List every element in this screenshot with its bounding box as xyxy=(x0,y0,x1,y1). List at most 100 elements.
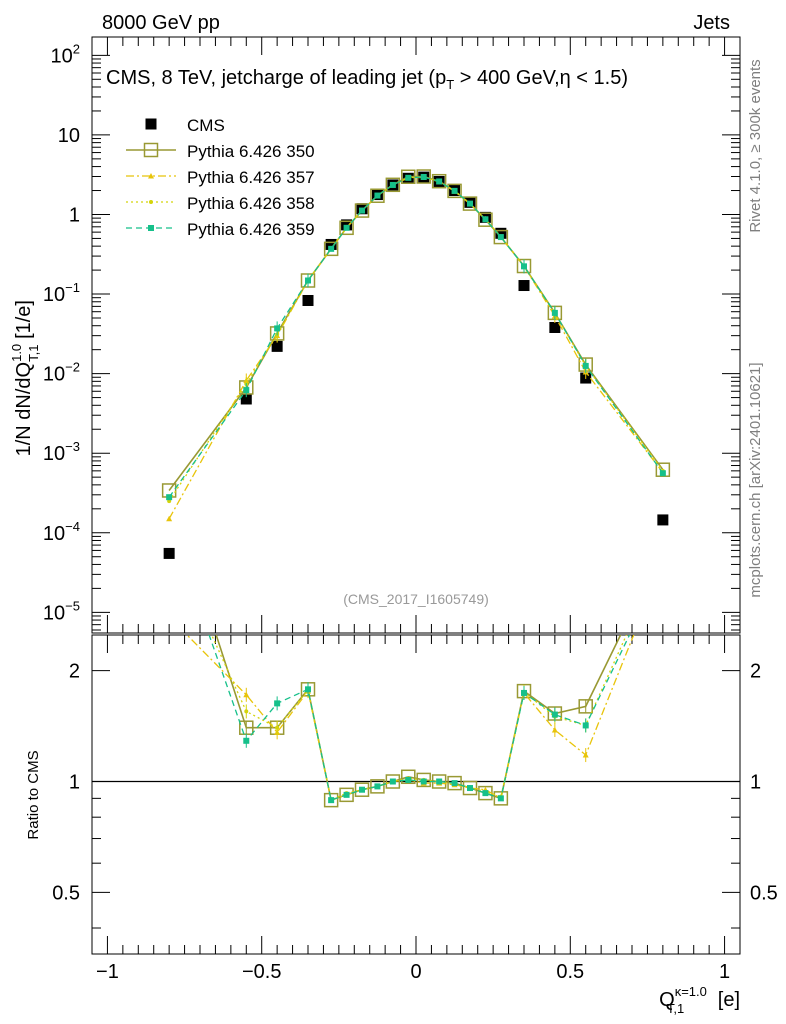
main-point xyxy=(274,325,281,332)
ratio-point xyxy=(467,785,473,792)
main-ytick-exp: 2 xyxy=(73,41,80,56)
legend-entry-2: Pythia 6.426 357 xyxy=(126,168,315,187)
xlabel: Qκ=1.0 T,1 [e] xyxy=(659,984,740,1016)
main-ytick-label: 10−1 xyxy=(43,280,80,306)
ylabel-part-b: [1/e] xyxy=(13,300,35,344)
ratio-plot-frame xyxy=(91,634,741,955)
ratio-point xyxy=(497,795,504,802)
ratio-point xyxy=(339,787,354,803)
xtick-label: −1 xyxy=(96,961,119,983)
ratio-ytick-label-left: 1 xyxy=(69,772,80,794)
ylabel-part-exp: 1.0 xyxy=(9,344,24,362)
xlabel-part-exp: κ=1.0 xyxy=(675,984,707,999)
main-point xyxy=(305,277,311,284)
ratio-point xyxy=(305,686,311,693)
main-point xyxy=(302,294,314,306)
main-ytick-base: 10 xyxy=(43,523,65,545)
legend-marker xyxy=(145,118,157,130)
main-point xyxy=(657,514,669,526)
main-ytick-exp: −4 xyxy=(65,519,80,534)
xlabel-part-a: Q xyxy=(659,989,675,1011)
xtick-label: 1 xyxy=(719,961,730,983)
main-point xyxy=(166,494,173,501)
ratio-point xyxy=(370,779,385,794)
analysis-watermark: (CMS_2017_I1605749) xyxy=(343,591,489,607)
legend: CMS Pythia 6.426 350 Pythia 6.426 357 Pythi… xyxy=(126,116,315,239)
main-point xyxy=(325,238,337,250)
xlabel-part-sub: T,1 xyxy=(667,1001,684,1016)
main-point xyxy=(549,321,561,333)
ratio-point xyxy=(167,539,171,543)
ratio-point xyxy=(447,775,462,791)
main-ytick-base: 10 xyxy=(43,602,65,624)
main-point xyxy=(420,173,427,180)
main-ytick-label: 10−2 xyxy=(43,360,80,386)
main-point xyxy=(551,309,558,316)
main-point xyxy=(467,200,473,207)
legend-label: CMS xyxy=(187,116,225,135)
main-series-4 xyxy=(166,173,666,501)
xtick-label: −0.5 xyxy=(242,961,281,983)
main-ylabel-text: 1/N dN/dQ1.0 T,1 [1/e] xyxy=(9,300,41,456)
legend-label: Pythia 6.426 358 xyxy=(187,194,315,213)
main-ytick-label: 10 xyxy=(58,125,80,147)
legend-label: Pythia 6.426 357 xyxy=(187,168,315,187)
main-point xyxy=(339,220,354,236)
main-point xyxy=(385,177,401,193)
xlabel-part-b: [e] xyxy=(712,989,740,1011)
main-point xyxy=(359,207,365,214)
main-point xyxy=(163,547,175,559)
main-ytick-label: 10−5 xyxy=(43,598,80,624)
ratio-point xyxy=(661,552,665,556)
main-series-line xyxy=(168,176,664,520)
main-point xyxy=(240,393,252,405)
main-ytick-base: 10 xyxy=(51,45,73,67)
main-point xyxy=(447,183,462,199)
main-series-line xyxy=(168,176,664,498)
ratio-series-line xyxy=(210,635,628,802)
title-part-sub: T xyxy=(446,77,454,92)
main-ytick-exp: −1 xyxy=(65,280,80,295)
main-ytick-exp: −2 xyxy=(65,360,80,375)
main-point xyxy=(497,234,504,241)
mcplots-label: mcplots.cern.ch [arXiv:2401.10621] xyxy=(747,362,764,597)
main-point xyxy=(405,174,412,181)
ratio-series-3 xyxy=(208,635,631,804)
main-ytick-base: 10 xyxy=(58,125,80,147)
main-ytick-base: 10 xyxy=(43,284,65,306)
main-point xyxy=(495,227,507,239)
legend-entry-1: Pythia 6.426 350 xyxy=(126,142,315,161)
ratio-point xyxy=(551,711,558,718)
main-point xyxy=(582,362,589,369)
rivet-version-label: Rivet 4.1.0, ≥ 300k events xyxy=(747,59,764,232)
legend-marker xyxy=(148,225,154,231)
ratio-point xyxy=(244,709,249,714)
main-point xyxy=(436,178,443,185)
ratio-point xyxy=(243,737,250,744)
main-point xyxy=(478,212,493,227)
xtick-label: 0 xyxy=(410,961,421,983)
title-part-b: > 400 GeV,η < 1.5) xyxy=(454,67,628,89)
ratio-ylabel: Ratio to CMS xyxy=(25,750,42,839)
main-ytick-exp: −5 xyxy=(65,598,80,613)
main-point xyxy=(328,245,335,252)
main-point xyxy=(354,203,370,218)
main-ytick-base: 10 xyxy=(43,443,65,465)
header-right-label: Jets xyxy=(693,12,730,34)
legend-label: Pythia 6.426 359 xyxy=(187,220,315,239)
ratio-ytick-label-left: 2 xyxy=(69,661,80,683)
ylabel-part-sub: T,1 xyxy=(26,344,41,361)
main-ytick-base: 1 xyxy=(69,204,80,226)
ratio-ytick-label-left: 0.5 xyxy=(52,882,80,904)
ylabel-part-a: 1/N dN/dQ xyxy=(13,362,35,456)
ratio-point xyxy=(436,778,443,785)
main-point xyxy=(521,263,527,270)
legend-marker xyxy=(148,173,154,179)
ratio-point xyxy=(582,752,589,758)
main-ylabel: 1/N dN/dQ1.0 T,1 [1/e] xyxy=(9,300,41,456)
main-point xyxy=(431,173,447,189)
ratio-point xyxy=(656,542,669,555)
ratio-point xyxy=(389,778,396,785)
legend-label: Pythia 6.426 350 xyxy=(187,142,315,161)
